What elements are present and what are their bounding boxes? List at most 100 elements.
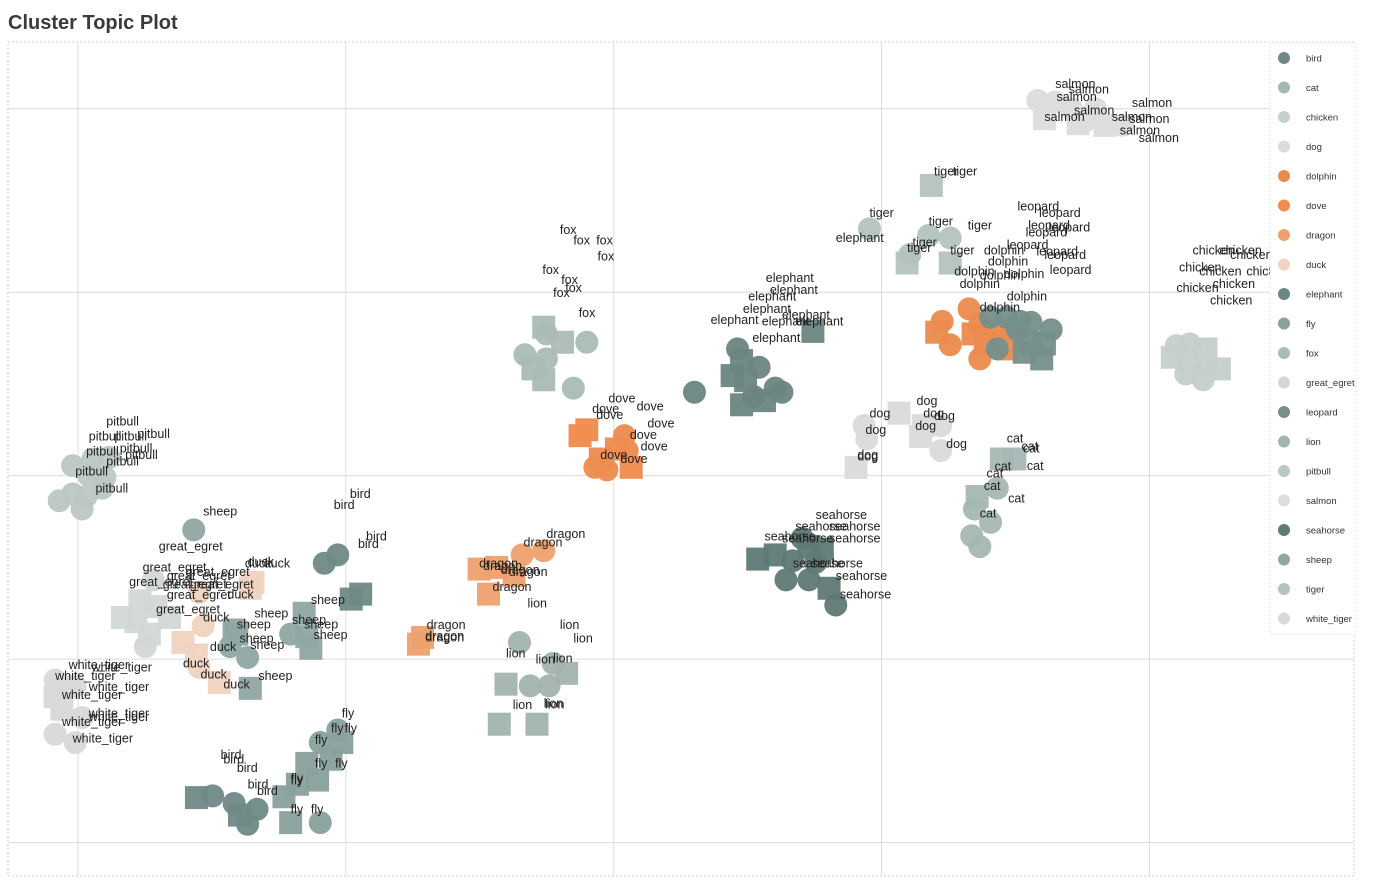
point-lion bbox=[507, 630, 531, 654]
point-label-seahorse: seahorse bbox=[829, 531, 880, 545]
legend-label-cat: cat bbox=[1306, 83, 1319, 94]
point-label-elephant: elephant bbox=[795, 315, 843, 329]
chart-title: Cluster Topic Plot bbox=[8, 12, 178, 34]
point-chicken bbox=[1191, 368, 1215, 392]
point-label-dragon: dragon bbox=[493, 580, 532, 594]
point-label-dog: dog bbox=[923, 406, 944, 420]
point-label-seahorse: seahorse bbox=[782, 531, 833, 545]
point-label-white_tiger: white_tiger bbox=[68, 658, 129, 672]
point-label-tiger: tiger bbox=[929, 214, 953, 228]
point-cat bbox=[968, 535, 992, 559]
point-seahorse bbox=[824, 593, 848, 617]
point-label-duck: duck bbox=[227, 587, 254, 601]
point-label-chicken: chicken bbox=[1230, 248, 1272, 262]
point-elephant bbox=[752, 389, 776, 413]
point-label-dove: dove bbox=[637, 400, 664, 414]
point-label-bird: bird bbox=[257, 784, 278, 798]
point-tiger bbox=[938, 226, 962, 250]
point-label-salmon: salmon bbox=[1069, 83, 1109, 97]
point-label-cat: cat bbox=[1023, 441, 1040, 455]
point-label-leopard: leopard bbox=[1044, 248, 1086, 262]
point-label-seahorse: seahorse bbox=[829, 520, 880, 534]
point-label-cat: cat bbox=[1027, 459, 1044, 473]
point-bird bbox=[349, 582, 373, 606]
point-lion bbox=[537, 674, 561, 698]
point-label-salmon: salmon bbox=[1129, 112, 1169, 126]
point-label-elephant: elephant bbox=[766, 271, 814, 285]
point-label-dove: dove bbox=[641, 440, 668, 454]
point-label-dragon: dragon bbox=[425, 629, 464, 643]
point-elephant bbox=[682, 380, 706, 404]
point-label-bird: bird bbox=[358, 537, 379, 551]
point-label-dragon: dragon bbox=[479, 556, 518, 570]
point-dove bbox=[568, 424, 592, 448]
point-label-dog: dog bbox=[869, 406, 890, 420]
legend-label-bird: bird bbox=[1306, 54, 1322, 65]
point-label-cat: cat bbox=[995, 460, 1012, 474]
point-elephant bbox=[730, 393, 754, 417]
point-label-dolphin: dolphin bbox=[988, 255, 1028, 269]
point-label-dove: dove bbox=[596, 408, 623, 422]
point-leopard bbox=[985, 337, 1009, 361]
point-label-tiger: tiger bbox=[953, 164, 977, 178]
point-fox bbox=[532, 368, 556, 392]
point-dog bbox=[855, 427, 879, 451]
point-dragon bbox=[407, 632, 431, 656]
point-label-dove: dove bbox=[647, 416, 674, 430]
point-label-sheep: sheep bbox=[304, 617, 338, 631]
point-label-lion: lion bbox=[573, 631, 593, 645]
point-label-fox: fox bbox=[560, 223, 577, 237]
point-cat bbox=[979, 510, 1003, 534]
plot-frame bbox=[7, 41, 1355, 877]
point-label-dolphin: dolphin bbox=[984, 244, 1024, 258]
point-label-duck: duck bbox=[183, 657, 210, 671]
point-label-elephant: elephant bbox=[748, 290, 796, 304]
point-label-great_egret: great_egret bbox=[167, 569, 231, 583]
point-label-sheep: sheep bbox=[311, 593, 345, 607]
point-label-chicken: chicken bbox=[1179, 260, 1221, 274]
point-label-cat: cat bbox=[984, 479, 1001, 493]
point-label-dragon: dragon bbox=[546, 527, 585, 541]
legend-label-pitbull: pitbull bbox=[1306, 467, 1331, 478]
point-label-leopard: leopard bbox=[1026, 225, 1068, 239]
legend-marker-fly bbox=[1278, 317, 1290, 330]
point-label-tiger: tiger bbox=[913, 235, 937, 249]
point-label-leopard: leopard bbox=[1048, 220, 1090, 234]
point-white_tiger bbox=[63, 731, 87, 755]
point-label-tiger: tiger bbox=[950, 244, 974, 258]
point-label-fly: fly bbox=[342, 707, 355, 721]
point-label-salmon: salmon bbox=[1074, 104, 1114, 118]
point-label-fox: fox bbox=[579, 306, 596, 320]
point-label-tiger: tiger bbox=[968, 219, 992, 233]
point-label-duck: duck bbox=[223, 677, 250, 691]
point-label-great_egret: great_egret bbox=[159, 540, 223, 554]
point-label-seahorse: seahorse bbox=[795, 520, 846, 534]
point-dolphin bbox=[968, 347, 992, 371]
legend-marker-tiger bbox=[1278, 583, 1290, 595]
legend[interactable]: bird cat chicken dog dolphin dove dragon duck el… bbox=[1269, 43, 1357, 635]
point-tiger bbox=[919, 173, 943, 197]
point-label-seahorse: seahorse bbox=[836, 569, 887, 583]
point-label-seahorse: seahorse bbox=[840, 587, 891, 601]
point-label-fox: fox bbox=[561, 273, 578, 287]
point-label-fox: fox bbox=[573, 234, 590, 248]
point-label-leopard: leopard bbox=[1028, 219, 1070, 233]
point-label-leopard: leopard bbox=[1018, 199, 1060, 213]
point-label-dog: dog bbox=[915, 419, 936, 433]
point-seahorse bbox=[797, 568, 821, 592]
point-lion bbox=[555, 661, 579, 685]
point-dolphin bbox=[938, 333, 962, 357]
point-label-sheep: sheep bbox=[203, 505, 237, 519]
legend-marker-bird bbox=[1278, 52, 1290, 64]
point-label-fly: fly bbox=[331, 722, 344, 736]
point-label-dolphin: dolphin bbox=[980, 300, 1020, 314]
point-label-bird: bird bbox=[350, 487, 371, 501]
point-label-dove: dove bbox=[600, 448, 627, 462]
point-salmon bbox=[1110, 113, 1134, 137]
point-label-cat: cat bbox=[1008, 491, 1025, 505]
point-duck bbox=[191, 614, 215, 638]
point-label-elephant: elephant bbox=[836, 231, 884, 245]
point-label-great_egret: great_egret bbox=[163, 577, 227, 591]
